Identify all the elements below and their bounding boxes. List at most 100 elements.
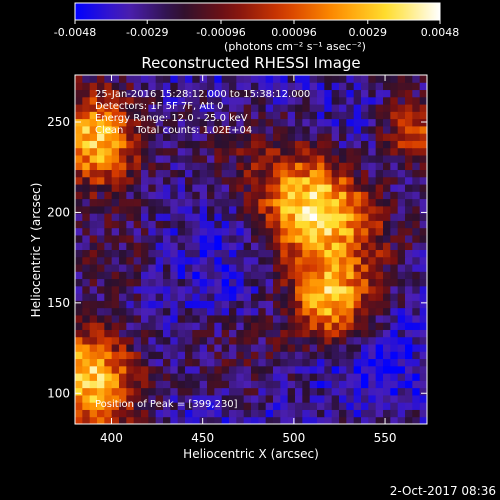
heatmap-cell [346, 387, 355, 396]
heatmap-cell [309, 213, 318, 221]
heatmap-cell [236, 162, 245, 171]
heatmap-cell [390, 104, 399, 112]
heatmap-cell [111, 198, 120, 207]
heatmap-cell [361, 278, 369, 287]
heatmap-cell [368, 365, 377, 374]
heatmap-cell [339, 365, 347, 374]
heatmap-cell [111, 147, 120, 156]
heatmap-cell [185, 402, 193, 410]
info-energy-range: Energy Range: 12.0 - 25.0 keV [95, 113, 248, 124]
heatmap-cell [346, 271, 355, 280]
heatmap-cell [119, 169, 127, 178]
heatmap-cell [89, 125, 98, 134]
heatmap-cell [243, 387, 252, 396]
heatmap-cell [317, 344, 325, 352]
heatmap-cell [133, 358, 142, 367]
heatmap-cell [141, 402, 149, 410]
heatmap-cell [141, 300, 149, 309]
heatmap-cell [229, 329, 237, 338]
heatmap-cell [280, 256, 289, 265]
heatmap-cell [317, 416, 325, 424]
heatmap-cell [324, 234, 333, 243]
heatmap-cell [390, 380, 399, 389]
heatmap-cell [405, 264, 413, 272]
heatmap-cell [405, 416, 413, 424]
heatmap-cell [104, 89, 113, 98]
heatmap-cell [331, 293, 340, 301]
heatmap-cell [390, 285, 399, 294]
heatmap-cell [419, 140, 427, 149]
heatmap-cell [258, 285, 267, 294]
heatmap-cell [207, 227, 215, 236]
heatmap-cell [353, 234, 362, 243]
heatmap-cell [302, 184, 311, 192]
heatmap-cell [317, 162, 325, 171]
heatmap-cell [273, 271, 281, 280]
heatmap-cell [126, 162, 135, 171]
heatmap-cell [221, 380, 230, 389]
heatmap-cell [155, 402, 164, 410]
heatmap-cell [163, 227, 171, 236]
heatmap-cell [280, 191, 289, 200]
heatmap-cell [258, 162, 267, 171]
heatmap-cell [89, 373, 98, 381]
heatmap-cell [141, 322, 149, 330]
y-tick-label: 200 [47, 205, 70, 219]
heatmap-cell [405, 96, 413, 105]
heatmap-cell [170, 133, 179, 141]
heatmap-cell [221, 365, 230, 374]
heatmap-cell [287, 227, 296, 236]
heatmap-cell [368, 307, 377, 316]
heatmap-cell [405, 118, 413, 127]
heatmap-cell [185, 75, 193, 83]
heatmap-cell [368, 125, 377, 134]
heatmap-cell [221, 409, 230, 418]
heatmap-cell [148, 169, 157, 178]
heatmap-cell [258, 344, 267, 352]
heatmap-cell [192, 176, 201, 185]
heatmap-cell [368, 133, 377, 141]
heatmap-cell [383, 307, 391, 316]
heatmap-cell [199, 154, 208, 163]
heatmap-cell [383, 104, 391, 112]
heatmap-cell [405, 89, 413, 98]
heatmap-cell [177, 89, 186, 98]
heatmap-cell [111, 118, 120, 127]
heatmap-cell [265, 89, 274, 98]
heatmap-cell [229, 322, 237, 330]
heatmap-cell [192, 409, 201, 418]
heatmap-cell [119, 96, 127, 105]
x-tick-label: 450 [191, 431, 214, 445]
heatmap-cell [317, 322, 325, 330]
heatmap-cell [339, 184, 347, 192]
heatmap-cell [141, 234, 149, 243]
heatmap-cell [192, 82, 201, 91]
heatmap-cell [317, 147, 325, 156]
heatmap-cell [89, 111, 98, 120]
heatmap-cell [295, 82, 303, 91]
heatmap-cell [258, 336, 267, 345]
heatmap-cell [185, 133, 193, 141]
heatmap-cell [89, 351, 98, 360]
heatmap-cell [126, 111, 135, 120]
heatmap-cell [214, 264, 223, 272]
heatmap-cell [185, 394, 193, 403]
heatmap-cell [280, 329, 289, 338]
heatmap-cell [199, 227, 208, 236]
heatmap-cell [368, 373, 377, 381]
heatmap-cell [412, 125, 421, 134]
heatmap-cell [214, 285, 223, 294]
heatmap-cell [126, 278, 135, 287]
heatmap-cell [405, 205, 413, 214]
heatmap-cell [419, 322, 427, 330]
heatmap-cell [119, 191, 127, 200]
heatmap-cell [104, 213, 113, 221]
heatmap-cell [199, 307, 208, 316]
heatmap-cell [258, 111, 267, 120]
heatmap-cell [412, 176, 421, 185]
heatmap-cell [104, 307, 113, 316]
heatmap-cell [82, 154, 91, 163]
heatmap-cell [419, 416, 427, 424]
heatmap-cell [97, 380, 105, 389]
heatmap-cell [324, 314, 333, 323]
